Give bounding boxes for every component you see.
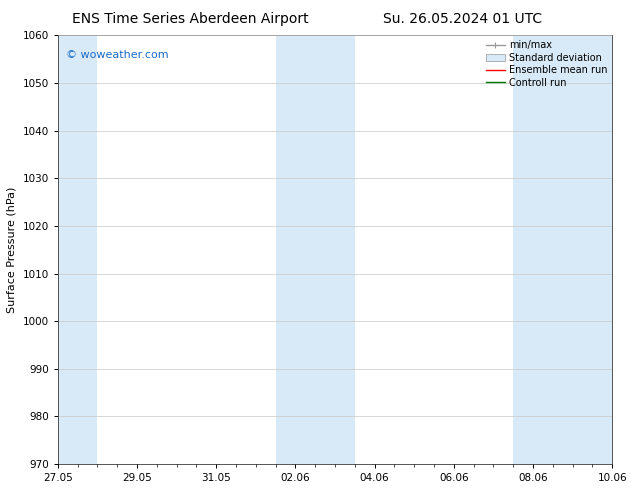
- Text: © woweather.com: © woweather.com: [66, 50, 169, 60]
- Bar: [514, 35, 592, 464]
- Y-axis label: Surface Pressure (hPa): Surface Pressure (hPa): [7, 187, 17, 313]
- Bar: [58, 35, 98, 464]
- Text: ENS Time Series Aberdeen Airport: ENS Time Series Aberdeen Airport: [72, 12, 309, 26]
- Text: Su. 26.05.2024 01 UTC: Su. 26.05.2024 01 UTC: [384, 12, 542, 26]
- Legend: min/max, Standard deviation, Ensemble mean run, Controll run: min/max, Standard deviation, Ensemble me…: [484, 38, 609, 90]
- Bar: [592, 35, 612, 464]
- Bar: [276, 35, 355, 464]
